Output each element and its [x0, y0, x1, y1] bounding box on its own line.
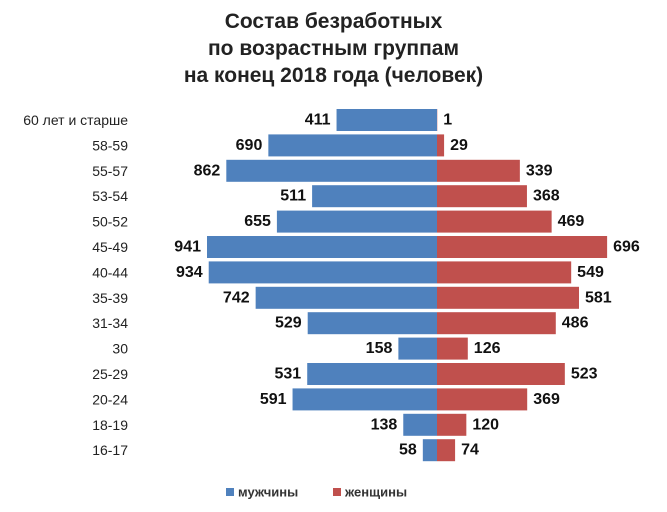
category-label: 55-57 [92, 163, 128, 179]
bar-men [226, 159, 437, 182]
value-label-men: 511 [280, 188, 306, 205]
bar-women [437, 439, 456, 462]
value-label-women: 523 [571, 366, 598, 383]
chart-title-line-1: Состав безработных [224, 10, 443, 33]
bars-layer [207, 109, 608, 462]
value-label-women: 369 [533, 391, 560, 408]
chart-title-line-3: на конец 2018 года (человек) [183, 64, 484, 87]
category-label: 16-17 [92, 442, 128, 458]
value-label-men: 138 [371, 416, 398, 433]
bar-men [312, 185, 437, 208]
labels-layer: 60 лет и старше 411 1 58-59 690 29 55-57 862 339… [23, 112, 640, 459]
bar-men [268, 134, 437, 157]
category-label: 50-52 [92, 214, 128, 230]
category-label: 20-24 [92, 391, 128, 407]
value-label-women: 549 [577, 264, 604, 281]
bar-women [437, 236, 608, 258]
legend-label-women: женщины [344, 485, 407, 500]
bar-women [437, 388, 528, 411]
bar-men [255, 286, 437, 309]
legend-swatch-men [226, 488, 234, 496]
category-label: 31-34 [92, 315, 128, 331]
bar-men [276, 210, 437, 233]
bar-women [437, 134, 445, 157]
value-label-men: 934 [176, 264, 203, 281]
bar-women [437, 261, 572, 284]
category-label: 45-49 [92, 239, 128, 255]
value-label-women: 29 [450, 137, 468, 154]
legend: мужчины женщины [226, 485, 407, 500]
bar-women [437, 413, 467, 436]
value-label-men: 591 [260, 391, 287, 408]
value-label-men: 529 [275, 315, 302, 332]
bar-men [422, 439, 437, 462]
value-label-women: 1 [443, 112, 452, 129]
bar-men [208, 261, 437, 284]
legend-swatch-women [333, 488, 341, 496]
value-label-women: 469 [558, 213, 585, 230]
bar-men [207, 236, 437, 258]
value-label-men: 862 [194, 162, 221, 179]
category-label: 25-29 [92, 366, 128, 382]
bar-men [403, 413, 437, 436]
legend-label-men: мужчины [238, 485, 298, 500]
chart-title-line-2: по возрастным группам [208, 37, 459, 60]
category-label: 30 [112, 341, 128, 357]
bar-men [398, 337, 437, 360]
category-label: 58-59 [92, 137, 128, 153]
bar-women [437, 185, 527, 208]
value-label-men: 158 [366, 340, 393, 357]
category-label: 35-39 [92, 290, 128, 306]
value-label-men: 58 [399, 442, 417, 459]
value-label-men: 742 [223, 289, 250, 306]
bar-women [437, 159, 520, 182]
bar-men [336, 109, 437, 131]
value-label-men: 531 [275, 366, 302, 383]
value-label-women: 368 [533, 188, 560, 205]
value-label-women: 581 [585, 289, 612, 306]
value-label-women: 74 [461, 442, 479, 459]
bar-men [307, 312, 437, 335]
bar-women [437, 286, 580, 309]
bar-women [437, 363, 565, 385]
category-label: 18-19 [92, 417, 128, 433]
value-label-women: 339 [526, 162, 553, 179]
bar-women [437, 337, 468, 360]
value-label-men: 690 [236, 137, 263, 154]
category-label: 53-54 [92, 188, 128, 204]
value-label-men: 655 [244, 213, 271, 230]
value-label-women: 696 [613, 239, 640, 256]
value-label-women: 486 [562, 315, 589, 332]
bar-women [437, 210, 552, 233]
value-label-men: 411 [305, 112, 331, 129]
value-label-women: 126 [474, 340, 501, 357]
category-label: 60 лет и старше [23, 112, 128, 128]
bar-men [307, 363, 437, 385]
value-label-men: 941 [174, 239, 201, 256]
value-label-women: 120 [472, 416, 499, 433]
bar-women [437, 312, 556, 335]
category-label: 40-44 [92, 264, 128, 280]
bar-men [292, 388, 437, 411]
